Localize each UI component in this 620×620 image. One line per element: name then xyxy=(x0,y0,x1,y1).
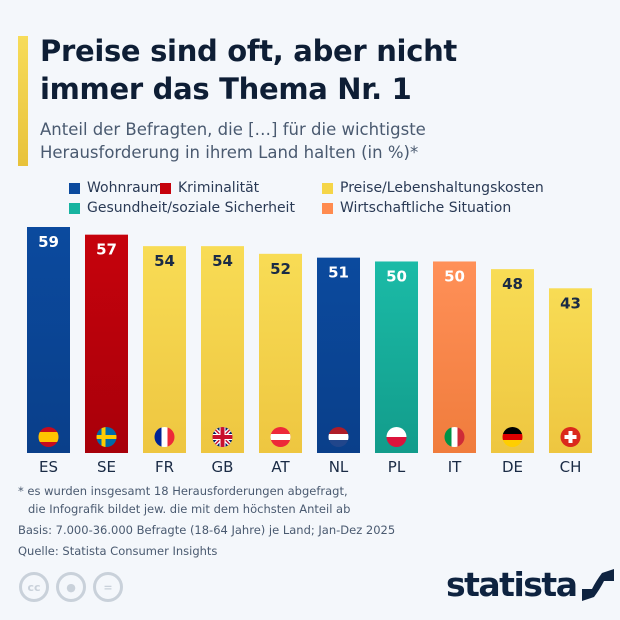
data-label: 48 xyxy=(502,275,523,293)
data-label: 43 xyxy=(560,294,581,312)
legend-swatch xyxy=(69,202,80,214)
legend-item-gesundheit: Gesundheit/soziale Sicherheit xyxy=(69,200,295,216)
data-label: 57 xyxy=(96,241,117,259)
bar-es xyxy=(27,227,70,453)
legend-item-kriminalitaet: Kriminalität xyxy=(160,180,259,196)
x-tick-label: GB xyxy=(212,458,234,476)
by-icon: ● xyxy=(56,572,86,602)
flag-it-icon xyxy=(444,427,465,447)
legend-label: Gesundheit/soziale Sicherheit xyxy=(87,200,295,216)
x-tick-label: NL xyxy=(329,458,349,476)
legend-label: Kriminalität xyxy=(178,180,260,196)
bar-gb xyxy=(201,246,244,453)
legend-label: Wirtschaftliche Situation xyxy=(340,200,512,216)
bar-pl xyxy=(375,261,418,453)
legend-item-preise: Preise/Lebenshaltungskosten xyxy=(322,180,544,196)
bar-group-gb: 54 GB xyxy=(201,246,244,476)
data-label: 52 xyxy=(270,260,291,278)
bar-group-at: 52 AT xyxy=(259,253,302,476)
bar-group-it: 50 IT xyxy=(433,261,476,476)
bar-it xyxy=(433,261,476,453)
bar-at xyxy=(259,253,302,453)
bar-group-fr: 54 FR xyxy=(143,246,186,476)
data-label: 54 xyxy=(212,252,233,270)
data-label: 50 xyxy=(444,267,465,285)
x-tick-label: DE xyxy=(502,458,523,476)
x-tick-label: CH xyxy=(560,458,582,476)
bar-de xyxy=(491,269,534,453)
flag-ch-icon xyxy=(560,427,581,447)
flag-nl-icon xyxy=(328,427,349,447)
x-tick-label: ES xyxy=(39,458,58,476)
flag-gb-icon xyxy=(212,427,233,447)
x-tick-label: SE xyxy=(97,458,116,476)
bar-group-de: 48 DE xyxy=(491,269,534,476)
bar-group-nl: 51 NL xyxy=(317,257,360,476)
nd-icon: = xyxy=(93,572,123,602)
chart-title: Preise sind oft, aber nicht immer das Th… xyxy=(40,34,457,106)
cc-icon: cc xyxy=(19,572,49,602)
flag-es-icon xyxy=(38,427,59,447)
bar-fr xyxy=(143,246,186,453)
source-note: Quelle: Statista Consumer Insights xyxy=(18,544,218,558)
basis-note: Basis: 7.000-36.000 Befragte (18-64 Jahr… xyxy=(18,523,396,537)
bar-chart: 59 ES 57 SE 54 FR 54 GB 52 AT 51 NL 50 PL 50 IT 48 DE 43 CH xyxy=(27,227,592,476)
chart-subtitle: Anteil der Befragten, die […] für die wi… xyxy=(40,120,426,162)
legend-label: Preise/Lebenshaltungskosten xyxy=(340,180,544,196)
x-tick-label: PL xyxy=(388,458,406,476)
bar-ch xyxy=(549,288,592,453)
bar-nl xyxy=(317,257,360,453)
title-accent-bar xyxy=(18,36,28,166)
data-label: 59 xyxy=(38,233,59,251)
flag-at-icon xyxy=(270,427,291,447)
x-tick-label: AT xyxy=(271,458,290,476)
x-tick-label: FR xyxy=(155,458,174,476)
legend-swatch xyxy=(160,182,171,194)
bar-group-es: 59 ES xyxy=(27,227,70,476)
legend-swatch xyxy=(69,182,80,194)
legend-item-wirtschaft: Wirtschaftliche Situation xyxy=(322,200,511,216)
flag-pl-icon xyxy=(386,427,407,447)
legend-swatch xyxy=(322,202,333,214)
legend-swatch xyxy=(322,182,333,194)
chart-notes: * es wurden insgesamt 18 Herausforderung… xyxy=(18,482,395,560)
bar-group-ch: 43 CH xyxy=(549,288,592,476)
data-label: 54 xyxy=(154,252,175,270)
legend-label: Wohnraum xyxy=(87,180,164,196)
flag-se-icon xyxy=(96,427,117,447)
data-label: 50 xyxy=(386,267,407,285)
flag-de-icon xyxy=(502,427,523,447)
logo-text: statista xyxy=(446,565,578,604)
footnote: * es wurden insgesamt 18 Herausforderung… xyxy=(18,484,348,498)
bar-group-pl: 50 PL xyxy=(375,261,418,476)
data-label: 51 xyxy=(328,264,349,282)
bar-se xyxy=(85,234,128,453)
statista-logo: statista xyxy=(446,565,615,604)
bar-group-se: 57 SE xyxy=(85,234,128,476)
footnote: die Infografik bildet jew. die mit dem h… xyxy=(28,502,351,516)
flag-fr-icon xyxy=(154,427,175,447)
legend-item-wohnraum: Wohnraum xyxy=(69,180,163,196)
x-tick-label: IT xyxy=(448,458,462,476)
statista-logo-icon xyxy=(582,568,615,601)
